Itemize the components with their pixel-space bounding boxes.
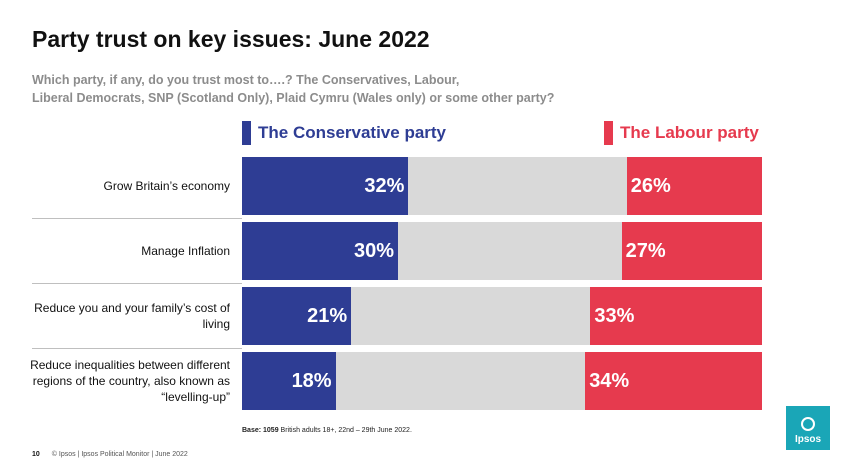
category-label: Grow Britain’s economy xyxy=(103,179,231,193)
legend-labour: The Labour party xyxy=(604,120,759,146)
data-label-labour: 33% xyxy=(594,304,635,327)
data-label-conservative: 30% xyxy=(353,239,394,262)
legend-conservative-swatch xyxy=(242,121,251,145)
data-label-conservative: 21% xyxy=(307,304,348,327)
category-label: Reduce you and your family’s cost of liv… xyxy=(34,301,230,331)
footer-copyright: © Ipsos | Ipsos Political Monitor | June… xyxy=(51,451,188,458)
category-label: Manage Inflation xyxy=(141,244,230,258)
bar-conservative xyxy=(242,157,409,215)
question-line-2: Liberal Democrats, SNP (Scotland Only), … xyxy=(32,91,555,105)
bar-conservative xyxy=(242,222,398,280)
row-divider xyxy=(32,283,242,284)
bar-labour xyxy=(621,222,762,280)
bar-track: 21% 33% xyxy=(242,287,762,345)
bar-labour xyxy=(626,157,762,215)
category-label: Reduce inequalities between different re… xyxy=(30,358,230,404)
logo-mark-icon xyxy=(801,417,815,431)
base-note-count: Base: 1059 xyxy=(242,427,279,434)
bar-conservative xyxy=(242,352,336,410)
bar-labour xyxy=(590,287,762,345)
footer: 10 © Ipsos | Ipsos Political Monitor | J… xyxy=(32,451,188,458)
logo-text: Ipsos xyxy=(794,434,822,445)
data-label-labour: 26% xyxy=(630,174,671,197)
data-label-conservative: 18% xyxy=(291,369,332,392)
base-note: Base: 1059 British adults 18+, 22nd – 29… xyxy=(242,427,412,434)
data-label-conservative: 32% xyxy=(364,174,405,197)
page-title: Party trust on key issues: June 2022 xyxy=(32,26,430,52)
question-line-1: Which party, if any, do you trust most t… xyxy=(32,73,460,87)
row-divider xyxy=(32,348,242,349)
page-number: 10 xyxy=(32,451,40,458)
bar-track: 18% 34% xyxy=(242,352,762,410)
base-note-text: British adults 18+, 22nd – 29th June 202… xyxy=(278,427,412,434)
bar-conservative xyxy=(242,287,352,345)
question-text: Which party, if any, do you trust most t… xyxy=(32,71,672,107)
legend-conservative-label: The Conservative party xyxy=(258,123,447,142)
bar-labour xyxy=(585,352,762,410)
legend-labour-label: The Labour party xyxy=(620,123,759,142)
ipsos-logo: Ipsos xyxy=(786,406,830,450)
data-label-labour: 34% xyxy=(589,369,630,392)
data-label-labour: 27% xyxy=(625,239,666,262)
legend-conservative: The Conservative party xyxy=(242,120,446,146)
legend-labour-swatch xyxy=(604,121,613,145)
bar-track: 30% 27% xyxy=(242,222,762,280)
row-divider xyxy=(32,218,242,219)
bar-track: 32% 26% xyxy=(242,157,762,215)
